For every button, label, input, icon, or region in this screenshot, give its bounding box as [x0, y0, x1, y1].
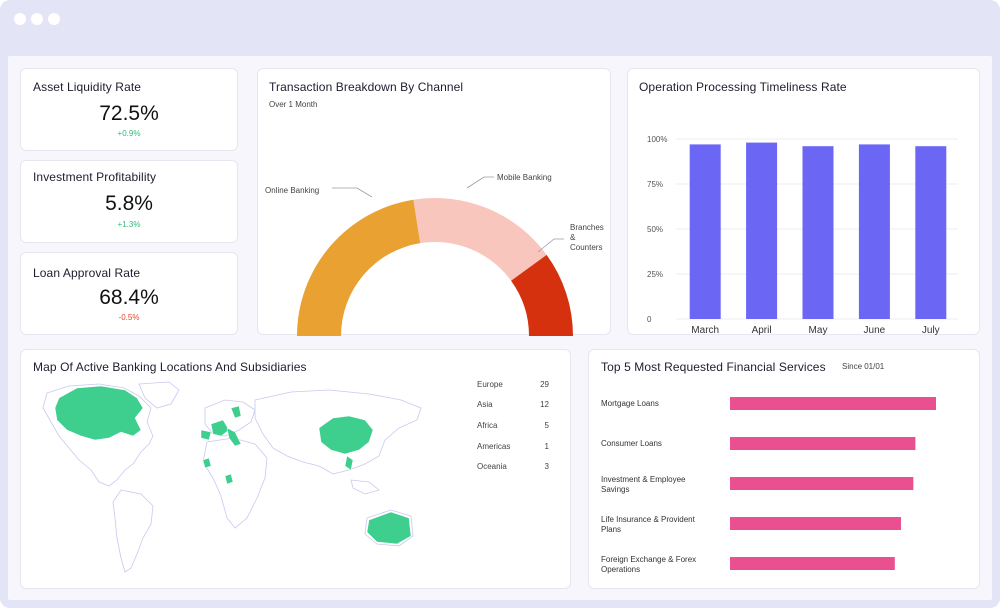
timeliness-bar-chart: 0 25% 50% 75% 100% March April May June July	[647, 135, 958, 336]
category-label: Operations	[601, 565, 640, 574]
category-label: Savings	[601, 485, 629, 494]
category-label: Foreign Exchange & Forex	[601, 555, 696, 564]
bar[interactable]	[802, 146, 834, 319]
region-name: Oceania	[477, 462, 507, 471]
greenland-shape	[138, 381, 180, 409]
region-name: Asia	[477, 400, 493, 409]
category-label: Investment & Employee	[601, 475, 686, 484]
region-name: Americas	[477, 442, 511, 451]
half-donut-chart: Online Banking Mobile Banking Branches &…	[265, 173, 604, 336]
card-title: Map Of Active Banking Locations And Subs…	[33, 360, 307, 374]
category-label: Consumer Loans	[601, 439, 662, 448]
leader-line	[332, 187, 373, 198]
leader-line	[537, 238, 564, 253]
world-map	[42, 381, 422, 573]
category-label: Mortgage Loans	[601, 399, 659, 408]
region-name: Africa	[477, 421, 498, 430]
kpi-title: Loan Approval Rate	[33, 266, 141, 280]
asia-highlight	[344, 455, 354, 471]
y-tick-label: 100%	[647, 135, 667, 144]
slice-label: Online Banking	[265, 186, 319, 195]
card-title: Top 5 Most Requested Financial Services	[601, 360, 826, 374]
bar[interactable]	[730, 397, 936, 410]
france-highlight	[210, 419, 230, 437]
kpi-title: Investment Profitability	[33, 170, 157, 184]
y-tick-label: 50%	[647, 225, 663, 234]
bar[interactable]	[730, 517, 901, 530]
since-label: Since 01/01	[842, 362, 885, 371]
kpi-value: 5.8%	[105, 192, 153, 215]
window-dot-icon[interactable]	[14, 13, 26, 25]
donut-slice[interactable]	[511, 254, 573, 336]
x-tick-label: June	[864, 325, 886, 336]
bar[interactable]	[858, 144, 890, 319]
x-tick-label: March	[691, 325, 719, 336]
kpi-card-asset-liquidity[interactable]: Asset Liquidity Rate 72.5% +0.9%	[20, 68, 238, 151]
region-name: Europe	[477, 380, 503, 389]
bar[interactable]	[915, 146, 947, 319]
services-card: Top 5 Most Requested Financial Services …	[588, 349, 980, 589]
bar[interactable]	[730, 437, 916, 450]
x-tick-label: July	[922, 325, 940, 336]
iberia-highlight	[200, 429, 212, 441]
region-count: 3	[544, 462, 549, 471]
africa-shape	[202, 437, 268, 529]
card-title: Transaction Breakdown By Channel	[269, 80, 464, 94]
africa-highlight	[224, 473, 234, 485]
map-card: Map Of Active Banking Locations And Subs…	[20, 349, 571, 589]
kpi-card-investment-profitability[interactable]: Investment Profitability 5.8% +1.3%	[20, 160, 238, 243]
europe-highlight	[230, 405, 242, 419]
y-tick-label: 25%	[647, 270, 663, 279]
card-title: Operation Processing Timeliness Rate	[639, 80, 847, 94]
category-label: Life Insurance & Provident	[601, 515, 696, 524]
y-tick-label: 0	[647, 315, 652, 324]
slice-label: &	[570, 233, 576, 242]
south-america-shape	[112, 489, 154, 573]
window-titlebar	[0, 0, 1000, 56]
category-label: Plans	[601, 525, 621, 534]
dashboard: Asset Liquidity Rate 72.5% +0.9% Investm…	[8, 56, 992, 600]
timeliness-card: Operation Processing Timeliness Rate 0 25…	[627, 68, 980, 336]
bar[interactable]	[746, 142, 778, 319]
bar[interactable]	[730, 557, 895, 570]
y-tick-label: 75%	[647, 180, 663, 189]
card-subtitle: Over 1 Month	[269, 100, 318, 109]
australia-highlight	[366, 511, 412, 545]
bar[interactable]	[689, 144, 721, 319]
x-tick-label: May	[809, 325, 828, 336]
canada-highlight	[54, 385, 144, 441]
donut-slice[interactable]	[297, 199, 421, 336]
kpi-value: 68.4%	[99, 286, 159, 309]
window-dot-icon[interactable]	[31, 13, 43, 25]
transaction-breakdown-card: Transaction Breakdown By Channel Over 1 …	[257, 68, 611, 336]
kpi-card-loan-approval[interactable]: Loan Approval Rate 68.4% -0.5%	[20, 252, 238, 335]
islands-shape	[350, 479, 380, 495]
donut-slice[interactable]	[413, 198, 547, 281]
kpi-delta-negative: -0.5%	[118, 313, 140, 322]
kpi-value: 72.5%	[99, 102, 159, 125]
bar[interactable]	[730, 477, 914, 490]
kpi-delta-positive: +1.3%	[117, 220, 141, 229]
window-dot-icon[interactable]	[48, 13, 60, 25]
leader-line	[466, 176, 494, 189]
slice-label: Mobile Banking	[497, 173, 552, 182]
china-highlight	[318, 415, 374, 455]
region-count: 29	[540, 380, 549, 389]
services-bar-chart: Mortgage Loans Consumer Loans Investment &…	[601, 397, 936, 574]
x-tick-label: April	[752, 325, 772, 336]
africa-highlight	[202, 457, 212, 469]
region-count: 1	[544, 442, 549, 451]
slice-label: Counters	[570, 243, 602, 252]
region-count: 12	[540, 400, 549, 409]
region-count: 5	[544, 421, 549, 430]
kpi-delta-positive: +0.9%	[117, 129, 141, 138]
slice-label: Branches	[570, 223, 604, 232]
kpi-title: Asset Liquidity Rate	[33, 80, 142, 94]
italy-highlight	[226, 427, 242, 447]
